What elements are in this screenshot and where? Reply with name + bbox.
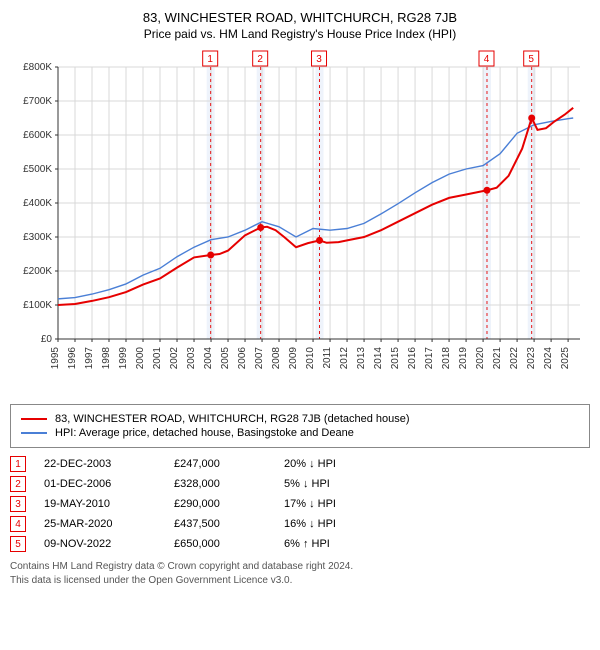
sale-marker: 4 (10, 516, 26, 532)
footer-line-2: This data is licensed under the Open Gov… (10, 574, 590, 588)
svg-text:2006: 2006 (237, 347, 248, 370)
svg-text:£500K: £500K (23, 164, 52, 175)
sale-price: £328,000 (174, 478, 284, 490)
svg-text:2016: 2016 (407, 347, 418, 370)
sale-price: £247,000 (174, 458, 284, 470)
svg-text:2: 2 (257, 54, 263, 65)
svg-text:2005: 2005 (220, 347, 231, 370)
svg-text:£0: £0 (41, 334, 53, 345)
sale-marker: 1 (10, 456, 26, 472)
sale-marker: 3 (10, 496, 26, 512)
svg-text:2024: 2024 (543, 347, 554, 370)
svg-text:2004: 2004 (203, 347, 214, 370)
legend-item-2: HPI: Average price, detached house, Basi… (21, 427, 579, 439)
svg-text:4: 4 (484, 54, 490, 65)
legend-label-2: HPI: Average price, detached house, Basi… (55, 427, 354, 439)
svg-text:2012: 2012 (339, 347, 350, 370)
svg-text:£400K: £400K (23, 198, 52, 209)
sale-diff: 6% ↑ HPI (284, 538, 414, 550)
legend: 83, WINCHESTER ROAD, WHITCHURCH, RG28 7J… (10, 404, 590, 448)
legend-swatch-2 (21, 432, 47, 434)
event-dot (528, 115, 535, 122)
svg-text:2020: 2020 (475, 347, 486, 370)
event-dot (316, 237, 323, 244)
svg-text:1998: 1998 (101, 347, 112, 370)
svg-text:2025: 2025 (560, 347, 571, 370)
svg-text:2013: 2013 (356, 347, 367, 370)
svg-text:1: 1 (207, 54, 213, 65)
sale-date: 09-NOV-2022 (44, 538, 174, 550)
sale-diff: 20% ↓ HPI (284, 458, 414, 470)
svg-text:2001: 2001 (152, 347, 163, 370)
footer: Contains HM Land Registry data © Crown c… (10, 560, 590, 587)
svg-text:1996: 1996 (67, 347, 78, 370)
svg-text:£700K: £700K (23, 96, 52, 107)
sale-row: 5 09-NOV-2022£650,0006% ↑ HPI (10, 536, 590, 552)
svg-text:2021: 2021 (492, 347, 503, 370)
sale-date: 25-MAR-2020 (44, 518, 174, 530)
footer-line-1: Contains HM Land Registry data © Crown c… (10, 560, 590, 574)
sale-date: 19-MAY-2010 (44, 498, 174, 510)
price-chart: £0 £100K £200K £300K £400K £500K £600K £700K £80… (10, 49, 590, 389)
event-dot (483, 187, 490, 194)
sale-diff: 5% ↓ HPI (284, 478, 414, 490)
svg-text:2002: 2002 (169, 347, 180, 370)
sale-diff: 16% ↓ HPI (284, 518, 414, 530)
sale-date: 01-DEC-2006 (44, 478, 174, 490)
legend-swatch-1 (21, 418, 47, 420)
sale-marker: 5 (10, 536, 26, 552)
svg-text:£800K: £800K (23, 62, 52, 73)
sales-table: 1 22-DEC-2003£247,00020% ↓ HPI 2 01-DEC-200… (10, 456, 590, 552)
page-title: 83, WINCHESTER ROAD, WHITCHURCH, RG28 7J… (10, 10, 590, 25)
sale-marker: 2 (10, 476, 26, 492)
svg-text:2015: 2015 (390, 347, 401, 370)
svg-text:2023: 2023 (526, 347, 537, 370)
svg-text:1999: 1999 (118, 347, 129, 370)
sale-row: 2 01-DEC-2006£328,0005% ↓ HPI (10, 476, 590, 492)
sale-price: £290,000 (174, 498, 284, 510)
svg-text:2011: 2011 (322, 347, 333, 369)
sale-row: 3 19-MAY-2010£290,00017% ↓ HPI (10, 496, 590, 512)
svg-text:£300K: £300K (23, 232, 52, 243)
svg-text:2022: 2022 (509, 347, 520, 370)
svg-text:5: 5 (528, 54, 534, 65)
legend-label-1: 83, WINCHESTER ROAD, WHITCHURCH, RG28 7J… (55, 413, 410, 425)
svg-text:1995: 1995 (50, 347, 61, 370)
sale-price: £437,500 (174, 518, 284, 530)
sale-row: 1 22-DEC-2003£247,00020% ↓ HPI (10, 456, 590, 472)
sale-price: £650,000 (174, 538, 284, 550)
page-subtitle: Price paid vs. HM Land Registry's House … (10, 27, 590, 41)
svg-text:2007: 2007 (254, 347, 265, 370)
svg-text:2008: 2008 (271, 347, 282, 370)
sale-date: 22-DEC-2003 (44, 458, 174, 470)
svg-text:2019: 2019 (458, 347, 469, 370)
svg-text:3: 3 (316, 54, 322, 65)
svg-text:£200K: £200K (23, 266, 52, 277)
svg-text:2010: 2010 (305, 347, 316, 370)
svg-text:1997: 1997 (84, 347, 95, 370)
svg-text:2003: 2003 (186, 347, 197, 370)
sale-row: 4 25-MAR-2020£437,50016% ↓ HPI (10, 516, 590, 532)
sale-diff: 17% ↓ HPI (284, 498, 414, 510)
legend-item-1: 83, WINCHESTER ROAD, WHITCHURCH, RG28 7J… (21, 413, 579, 425)
event-dot (207, 252, 214, 259)
svg-text:£100K: £100K (23, 300, 52, 311)
svg-text:2009: 2009 (288, 347, 299, 370)
svg-text:2018: 2018 (441, 347, 452, 370)
event-dot (257, 224, 264, 231)
svg-text:2014: 2014 (373, 347, 384, 370)
svg-text:2000: 2000 (135, 347, 146, 370)
svg-text:2017: 2017 (424, 347, 435, 370)
svg-text:£600K: £600K (23, 130, 52, 141)
